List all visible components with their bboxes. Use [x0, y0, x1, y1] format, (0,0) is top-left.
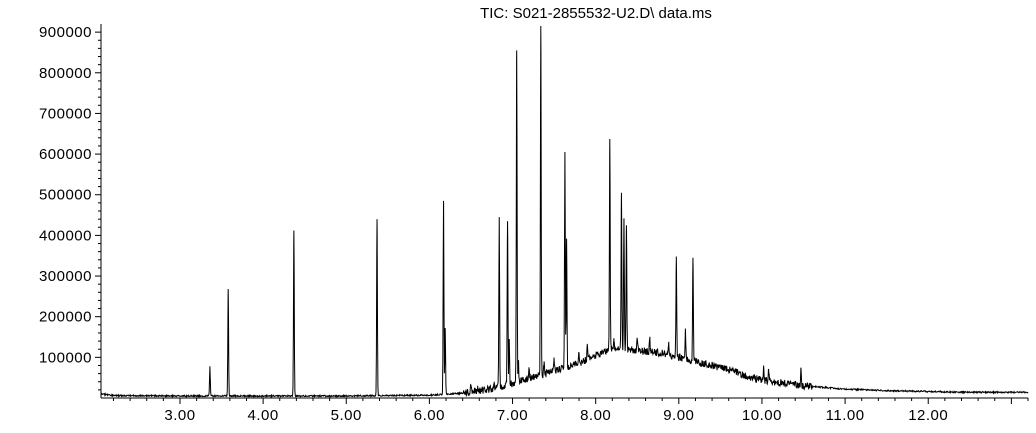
plot-area: 100000 200000 300000 400000 500000 600000 7000… [39, 24, 1029, 424]
chart-title: TIC: S021-2855532-U2.D\ data.ms [480, 5, 712, 22]
y-tick-label: 100000 [39, 349, 92, 366]
tic-trace-line [100, 26, 1029, 399]
x-tick-label: 6.00 [414, 407, 445, 424]
x-tick-label: 7.00 [497, 407, 528, 424]
y-tick-label: 600000 [39, 146, 92, 163]
x-tick-label: 11.00 [826, 407, 865, 424]
x-tick-label: 10.00 [742, 407, 782, 424]
x-tick-label: 8.00 [580, 407, 611, 424]
y-tick-label: 700000 [39, 105, 92, 122]
y-tick-label: 900000 [39, 24, 92, 41]
x-tick-label: 4.00 [248, 407, 279, 424]
x-axis-ticks: 3.00 4.00 5.00 6.00 7.00 8.00 9.00 10.00 11.00 12… [112, 398, 1029, 424]
x-tick-label: 3.00 [164, 407, 195, 424]
x-tick-label: 5.00 [331, 407, 362, 424]
y-tick-label: 500000 [39, 187, 92, 204]
y-tick-label: 300000 [39, 268, 92, 285]
y-tick-label: 400000 [39, 227, 92, 244]
y-axis-ticks: 100000 200000 300000 400000 500000 600000 7000… [39, 24, 101, 391]
x-tick-label: 9.00 [663, 407, 694, 424]
x-tick-label: 12.00 [908, 407, 948, 424]
y-tick-label: 800000 [39, 65, 92, 82]
y-tick-label: 200000 [39, 309, 92, 326]
